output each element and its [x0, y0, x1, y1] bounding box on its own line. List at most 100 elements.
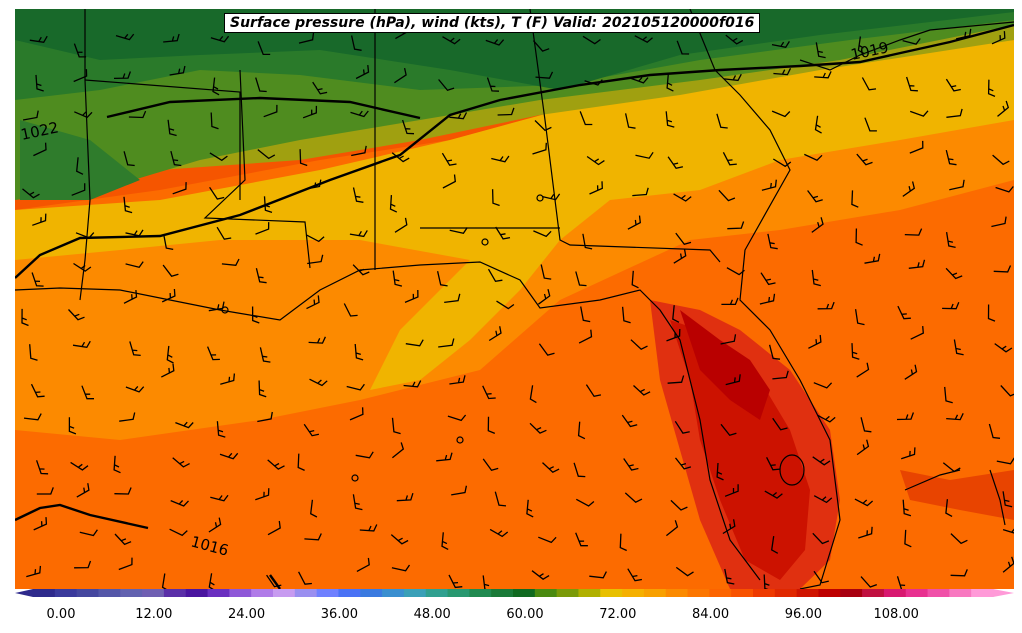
wind-barb	[114, 533, 132, 546]
isobars	[15, 23, 1014, 589]
wind-barb	[208, 517, 222, 533]
wind-barb	[992, 154, 1010, 166]
wind-barb	[113, 71, 132, 80]
colorbar-swatch	[927, 589, 950, 597]
wind-barb	[404, 289, 419, 303]
wind-barb	[905, 76, 918, 92]
wind-barb	[221, 258, 240, 266]
wind-barb	[1002, 491, 1013, 508]
colorbar-swatch	[163, 589, 187, 597]
wind-barb	[71, 183, 86, 196]
wind-barb	[258, 380, 267, 398]
wind-barb	[175, 421, 194, 429]
colorbar-min-extend	[15, 589, 33, 597]
colorbar-swatch	[883, 589, 907, 597]
wind-barb	[858, 526, 873, 539]
colorbar-swatch	[382, 589, 405, 597]
wind-barb	[170, 150, 182, 167]
wind-barb	[901, 447, 916, 460]
wind-barb	[718, 189, 736, 202]
wind-barb	[68, 309, 85, 321]
wind-barb	[811, 269, 821, 287]
wind-barb	[451, 485, 468, 496]
wind-barb	[722, 152, 737, 166]
wind-barb	[665, 520, 679, 537]
colorbar-swatch	[665, 589, 689, 597]
wind-barb	[257, 149, 276, 160]
wind-barb	[304, 533, 322, 541]
colorbar-swatch	[142, 589, 165, 597]
wind-barb	[945, 267, 963, 280]
wind-barb	[76, 483, 90, 498]
wind-barb	[297, 453, 305, 471]
wind-barb	[716, 113, 728, 129]
colorbar-tick-label: 36.00	[320, 607, 358, 622]
wind-barb	[391, 442, 405, 459]
wind-barb	[29, 344, 38, 361]
wind-barb	[720, 423, 737, 437]
wind-barb	[129, 341, 141, 357]
wind-barb	[438, 338, 455, 348]
wind-barb	[212, 77, 220, 96]
wind-barb	[675, 566, 694, 577]
wind-barb	[807, 190, 823, 203]
wind-barb	[771, 41, 790, 49]
wind-barb	[449, 375, 466, 385]
wind-barb	[76, 157, 84, 175]
wind-barb	[624, 113, 636, 129]
wind-barb	[575, 532, 588, 547]
wind-barb	[447, 414, 467, 422]
wind-barb	[308, 336, 326, 344]
wind-barb	[673, 193, 692, 202]
wind-barb	[346, 383, 365, 391]
wind-barb	[309, 378, 328, 387]
colorbar-swatch	[425, 589, 449, 597]
wind-barb	[208, 301, 225, 312]
wind-barb	[726, 267, 745, 276]
wind-barb	[161, 363, 175, 378]
colorbar-tick-label: 60.00	[506, 607, 544, 622]
wind-barb	[808, 334, 822, 349]
wind-barb	[904, 228, 923, 236]
colorbar-swatch	[578, 589, 601, 597]
wind-barb	[585, 384, 602, 398]
wind-barb	[482, 385, 496, 400]
wind-barb	[950, 533, 968, 545]
colorbar-tick-label: 12.00	[135, 607, 173, 622]
wind-barb	[163, 234, 174, 251]
wind-barb	[298, 32, 315, 44]
colorbar-swatch	[796, 589, 820, 597]
wind-barb	[1002, 528, 1014, 534]
wind-barb	[23, 413, 42, 421]
colorbar-swatch	[862, 589, 885, 597]
colorbar-swatch	[534, 589, 558, 597]
wind-barb	[944, 386, 953, 404]
wind-barb	[391, 417, 401, 435]
wind-barb	[538, 536, 557, 544]
wind-barb	[854, 498, 874, 507]
wind-barb	[538, 289, 551, 305]
wind-barb	[526, 499, 534, 518]
wind-barb	[768, 344, 781, 360]
wind-barb	[305, 179, 322, 190]
colorbar-swatch	[251, 589, 274, 597]
wind-barb	[488, 326, 502, 342]
wind-barb	[811, 217, 824, 233]
wind-barb	[162, 264, 179, 277]
wind-barb	[673, 248, 687, 264]
wind-barb	[531, 570, 550, 580]
wind-barb	[761, 179, 777, 191]
wind-barb	[119, 412, 136, 422]
wind-barb	[902, 499, 912, 517]
wind-barb	[113, 455, 121, 474]
colorbar-tick-label: 24.00	[227, 607, 266, 622]
wind-barb	[494, 491, 507, 507]
wind-barb	[36, 487, 54, 495]
wind-barb	[35, 460, 49, 475]
wind-barb	[855, 228, 863, 246]
wind-barb	[860, 417, 872, 433]
wind-barb	[449, 112, 468, 120]
wind-barb	[170, 499, 189, 507]
wind-barb	[125, 229, 144, 237]
colorbar-swatch	[229, 589, 252, 597]
